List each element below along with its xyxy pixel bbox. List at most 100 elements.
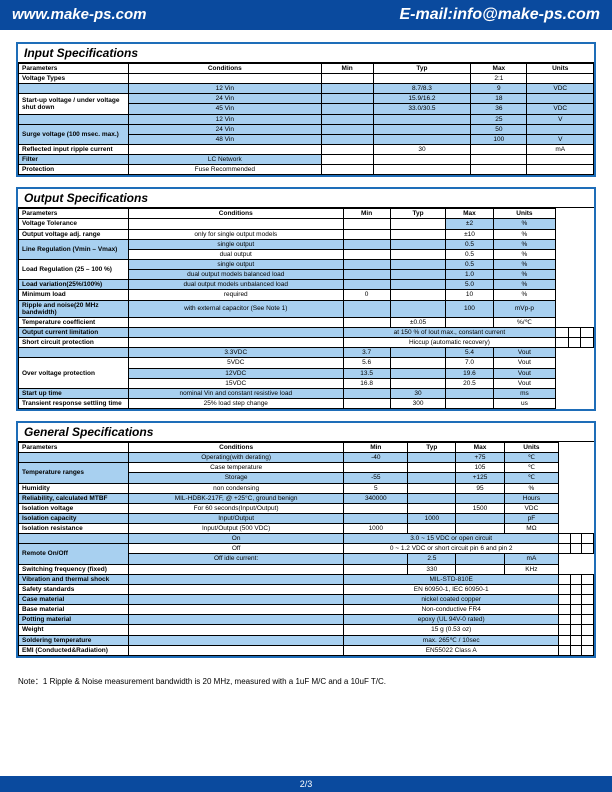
table-row: Line Regulation (Vmin – Vmax)single outp… <box>19 239 594 249</box>
value-cell <box>446 388 493 398</box>
param-cell: Humidity <box>19 483 129 493</box>
value-cell <box>129 144 322 154</box>
value-cell <box>559 635 571 645</box>
col-header: Min <box>344 443 408 453</box>
value-cell: Hours <box>504 493 558 503</box>
value-cell: For 60 seconds(Input/Output) <box>129 503 344 513</box>
spec-data-table: ParametersConditionsMinTypMaxUnitsVoltag… <box>18 208 594 409</box>
value-cell: % <box>493 290 556 300</box>
param-cell: Surge voltage (100 msec. max.) <box>19 124 129 144</box>
value-cell: 19.6 <box>446 368 493 378</box>
value-cell <box>373 134 471 144</box>
param-cell: Start-up voltage / under voltage shut do… <box>19 94 129 114</box>
spec-data-table: ParametersConditionsMinTypMaxUnitsOperat… <box>18 442 594 656</box>
table-row: Switching frequency (fixed)330KHz <box>19 564 594 574</box>
value-cell: 5 <box>344 483 408 493</box>
value-cell: 0.5 <box>446 259 493 269</box>
col-header: Parameters <box>19 443 129 453</box>
value-cell <box>582 615 594 625</box>
col-header: Min <box>321 64 373 74</box>
value-cell <box>343 270 390 280</box>
value-cell <box>390 249 446 259</box>
col-header: Conditions <box>129 443 344 453</box>
value-cell <box>570 595 582 605</box>
value-cell: 2.5 <box>408 554 456 564</box>
value-cell <box>570 605 582 615</box>
value-cell: pF <box>504 513 558 523</box>
value-cell <box>570 645 582 655</box>
value-cell <box>582 645 594 655</box>
value-cell: % <box>493 229 556 239</box>
value-cell: 15VDC <box>129 378 344 388</box>
param-cell: Output current limitation <box>19 327 129 337</box>
value-cell: 100 <box>446 300 493 317</box>
value-cell: %/℃ <box>493 317 556 327</box>
value-cell: % <box>493 239 556 249</box>
value-cell: Fuse Recommended <box>129 165 322 175</box>
param-cell: Switching frequency (fixed) <box>19 564 129 574</box>
table-row: EMI (Conducted&Radiation)EN55022 Class A <box>19 645 594 655</box>
value-cell: 1000 <box>408 513 456 523</box>
value-cell: 3.0 ~ 15 VDC or open circuit <box>344 534 559 544</box>
table-row: Short circuit protectionHiccup (automati… <box>19 338 594 348</box>
value-cell: On <box>129 534 344 544</box>
value-cell: with external capacitor (See Note 1) <box>129 300 344 317</box>
value-cell <box>344 503 408 513</box>
value-cell <box>390 229 446 239</box>
value-cell <box>446 317 493 327</box>
value-cell <box>390 368 446 378</box>
value-cell: 33.0/30.5 <box>373 104 471 114</box>
table-row: Case materialnickel coated copper <box>19 595 594 605</box>
value-cell <box>321 84 373 94</box>
value-cell <box>373 74 471 84</box>
col-header: Units <box>527 64 594 74</box>
value-cell <box>527 94 594 104</box>
value-cell: 95 <box>456 483 504 493</box>
value-cell <box>390 270 446 280</box>
value-cell: V <box>527 134 594 144</box>
value-cell: dual output models balanced load <box>129 270 344 280</box>
value-cell: epoxy (UL 94V-0 rated) <box>344 615 559 625</box>
value-cell: 36 <box>471 104 527 114</box>
value-cell <box>582 605 594 615</box>
value-cell <box>390 300 446 317</box>
value-cell <box>129 595 344 605</box>
value-cell <box>390 378 446 388</box>
table-row: Isolation voltageFor 60 seconds(Input/Ou… <box>19 503 594 513</box>
table-row: Potting materialepoxy (UL 94V-0 rated) <box>19 615 594 625</box>
table-row: Remote On/OffOff0 ~ 1.2 VDC or short cir… <box>19 544 594 554</box>
value-cell: 5.0 <box>446 280 493 290</box>
table-row: Voltage Tolerance±2% <box>19 219 594 229</box>
value-cell <box>456 524 504 534</box>
value-cell: -55 <box>344 473 408 483</box>
value-cell <box>581 338 594 348</box>
value-cell: 30 <box>390 388 446 398</box>
value-cell: 24 Vin <box>129 94 322 104</box>
value-cell: us <box>493 398 556 408</box>
value-cell <box>456 493 504 503</box>
value-cell <box>582 625 594 635</box>
table-row: Reflected input ripple current30mA <box>19 144 594 154</box>
param-cell: Load variation(25%/100%) <box>19 280 129 290</box>
table-row: Load variation(25%/100%)dual output mode… <box>19 280 594 290</box>
param-cell: Soldering temperature <box>19 635 129 645</box>
value-cell <box>343 280 390 290</box>
value-cell: 12VDC <box>129 368 344 378</box>
value-cell <box>390 358 446 368</box>
email: E-mail:info@make-ps.com <box>399 6 600 24</box>
value-cell: 7.0 <box>446 358 493 368</box>
value-cell <box>471 155 527 165</box>
table-row: 12 Vin25V <box>19 114 594 124</box>
value-cell <box>582 534 594 544</box>
param-cell <box>19 84 129 94</box>
value-cell: ℃ <box>504 453 558 463</box>
value-cell: 330 <box>408 564 456 574</box>
param-cell <box>19 453 129 463</box>
table-row: Load Regulation (25 – 100 %)single outpu… <box>19 259 594 269</box>
value-cell: non condensing <box>129 483 344 493</box>
col-header: Conditions <box>129 209 344 219</box>
value-cell: VDC <box>527 84 594 94</box>
value-cell <box>129 317 344 327</box>
value-cell: 0.5 <box>446 249 493 259</box>
param-cell: Start up time <box>19 388 129 398</box>
